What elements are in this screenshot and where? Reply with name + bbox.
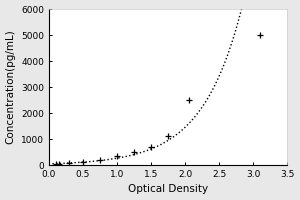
Y-axis label: Concentration(pg/mL): Concentration(pg/mL) [6,30,16,144]
X-axis label: Optical Density: Optical Density [128,184,208,194]
